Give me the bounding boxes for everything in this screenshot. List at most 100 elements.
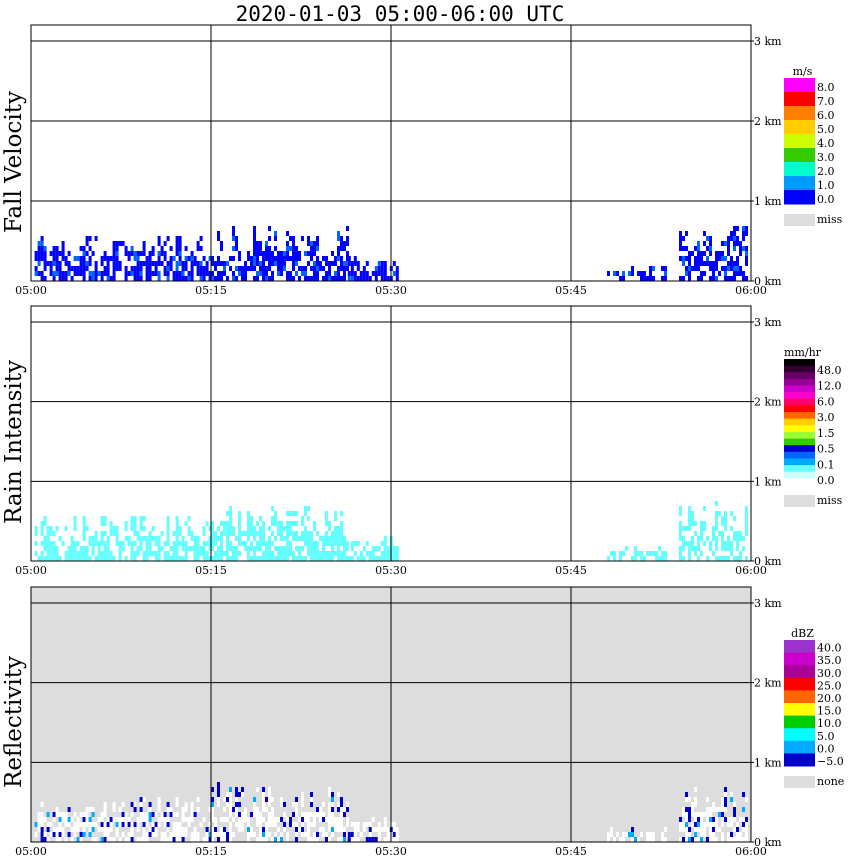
panel-2-xtick-label: 05:00 — [15, 564, 47, 577]
panel-1-legend-swatch — [784, 190, 815, 205]
chart-title: 2020-01-03 05:00-06:00 UTC — [235, 2, 565, 26]
panel-2-legend-swatch — [784, 365, 815, 373]
panel-1-legend-swatch — [784, 106, 815, 121]
panel-2-legend-swatch — [784, 405, 815, 413]
panel-3-legend-label: −5.0 — [817, 755, 844, 768]
panel-3-legend-swatch — [784, 728, 815, 742]
panel-3-legend-miss-label: none — [817, 775, 844, 788]
panel-2-legend-unit: mm/hr — [784, 346, 822, 359]
panel-3-legend-label: 0.0 — [817, 742, 835, 755]
panel-1-legend-label: 1.0 — [817, 179, 835, 192]
panel-2-legend-label: 0.5 — [817, 443, 835, 456]
panel-2-legend-swatch — [784, 438, 815, 446]
panel-3-legend-swatch — [784, 715, 815, 729]
panel-1-legend-swatch — [784, 120, 815, 135]
panel-2-legend-label: 3.0 — [817, 411, 835, 424]
panel-3-legend-label: 20.0 — [817, 692, 842, 705]
panel-2-legend-swatch — [784, 425, 815, 433]
panel-1-legend-label: 3.0 — [817, 151, 835, 164]
panel-2-legend-miss-label: miss — [817, 494, 843, 507]
panel-3-xtick-label: 06:00 — [735, 845, 767, 858]
panel-3-frame — [30, 586, 752, 843]
panel-1-legend-swatch — [784, 162, 815, 177]
panel-1-legend-label: 0.0 — [817, 193, 835, 206]
panel-1-ytick-label: 3 km — [754, 35, 782, 48]
panel-3-legend-swatch — [784, 665, 815, 679]
panel-3-legend-swatch — [784, 690, 815, 704]
panel-1-legend-label: 6.0 — [817, 109, 835, 122]
panel-3-ytick-label: 2 km — [754, 677, 782, 690]
panel-3-legend-swatch — [784, 740, 815, 754]
panel-2-legend-swatch — [784, 398, 815, 406]
panel-2-legend-swatch — [784, 378, 815, 387]
panel-1-ytick-label: 2 km — [754, 115, 782, 128]
panel-3-xtick-label: 05:30 — [375, 845, 407, 858]
panel-1-legend-swatch — [784, 134, 815, 149]
panel-3-legend-label: 5.0 — [817, 730, 835, 743]
panel-2-xtick-label: 06:00 — [735, 564, 767, 577]
panel-2-legend-label: 0.1 — [817, 458, 835, 471]
panel-3-legend-swatch — [784, 640, 815, 654]
panel-2-legend-swatch — [784, 412, 815, 420]
panel-3-legend-label: 10.0 — [817, 717, 842, 730]
panel-3-ytick-label: 0 km — [754, 836, 782, 849]
panel-2-legend-swatch — [784, 418, 815, 426]
panel-3-xtick-label: 05:45 — [555, 845, 587, 858]
panel-1-legend-miss-swatch — [784, 214, 815, 226]
panel-1-ytick-label: 0 km — [754, 275, 782, 288]
panel-2-legend-label: 12.0 — [817, 380, 842, 393]
panel-3-legend-label: 30.0 — [817, 667, 842, 680]
panel-3-legend-label: 35.0 — [817, 654, 842, 667]
panel-3-ytick-label: 3 km — [754, 597, 782, 610]
panel-2-echo-cells — [34, 501, 748, 561]
panel-3-legend-swatch — [784, 703, 815, 717]
panel-3-legend-label: 15.0 — [817, 705, 842, 718]
panel-1-legend-swatch — [784, 176, 815, 191]
panel-2-legend-swatch — [784, 445, 815, 453]
panel-2-ytick-label: 1 km — [754, 475, 782, 488]
panel-1-legend-swatch — [784, 78, 815, 93]
panel-1-legend-unit: m/s — [793, 65, 813, 78]
panel-2-legend-swatch — [784, 451, 815, 459]
panel-2-legend-swatch — [784, 359, 815, 367]
panel-2-legend-label: 48.0 — [817, 364, 842, 377]
panel-3-ytick-label: 1 km — [754, 756, 782, 769]
panel-1-legend-label: 8.0 — [817, 81, 835, 94]
panel-1-echo-cells — [34, 226, 748, 281]
panel-2-frame — [30, 305, 752, 562]
panel-3-legend-swatch — [784, 677, 815, 691]
panel-1-legend-label: 4.0 — [817, 137, 835, 150]
panel-1-xtick-label: 05:00 — [15, 284, 47, 297]
panel-2-xtick-label: 05:45 — [555, 564, 587, 577]
panel-1-legend-swatch — [784, 148, 815, 163]
panel-1-xtick-label: 05:30 — [375, 284, 407, 297]
panel-3-echo-cells — [34, 782, 748, 842]
panel-2-ytick-label: 3 km — [754, 316, 782, 329]
panel-2-legend-swatch — [784, 372, 815, 380]
panel-3-legend-unit: dBZ — [791, 627, 814, 640]
panel-1-legend-miss-label: miss — [817, 213, 843, 226]
panel-2-legend-swatch — [784, 431, 815, 440]
panel-2-legend-swatch — [784, 392, 815, 400]
panel-2-ytick-label: 2 km — [754, 396, 782, 409]
panel-1-frame — [30, 24, 752, 282]
panel-2-legend-swatch — [784, 385, 815, 393]
panel-2-legend-label: 1.5 — [817, 427, 835, 440]
panel-2-xtick-label: 05:30 — [375, 564, 407, 577]
panel-1-legend-label: 7.0 — [817, 95, 835, 108]
panel-1-legend-label: 5.0 — [817, 123, 835, 136]
panel-2-ytick-label: 0 km — [754, 555, 782, 568]
panel-3-legend-swatch — [784, 753, 815, 767]
panel-2-legend-swatch — [784, 471, 815, 479]
panel-2-legend-swatch — [784, 478, 815, 486]
panel-2-legend-label: 0.0 — [817, 474, 835, 487]
panel-2-legend-label: 6.0 — [817, 395, 835, 408]
panel-2-legend-miss-swatch — [784, 495, 815, 507]
panel-1-xtick-label: 05:45 — [555, 284, 587, 297]
panel-3-legend-miss-swatch — [784, 776, 815, 788]
panel-1-xtick-label: 05:15 — [195, 284, 227, 297]
panel-1-legend-label: 2.0 — [817, 165, 835, 178]
panel-3-legend-label: 40.0 — [817, 642, 842, 655]
panel-3-xtick-label: 05:15 — [195, 845, 227, 858]
